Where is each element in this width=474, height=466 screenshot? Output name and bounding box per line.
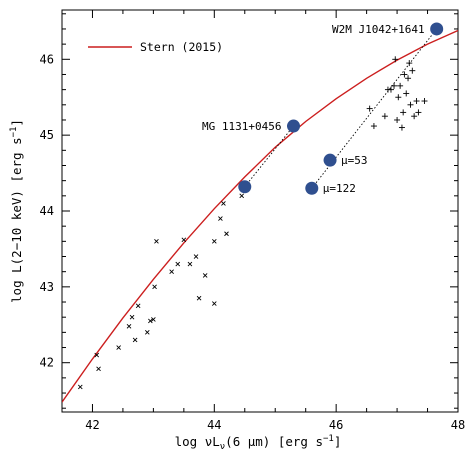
x-marker [116,345,121,350]
x-marker [144,330,150,335]
plus-marker [397,82,404,89]
y-tick-label: 44 [40,204,54,218]
label-mg-1131: MG 1131+0456 [202,120,281,133]
x-marker [187,261,193,267]
x-marker [154,239,159,244]
x-marker [129,314,135,320]
x-marker [77,384,83,390]
y-tick-label: 42 [40,356,54,370]
point-annotations: MG 1131+0456 W2M J1042+1641 μ=53 μ=122 [202,23,425,195]
y-tick-label: 43 [40,280,54,294]
x-marker [193,254,199,259]
x-marker [151,317,156,322]
connector-line [311,28,438,189]
plus-marker [381,113,388,120]
x-tick-label: 46 [329,418,343,432]
lensed-quasar-point [323,153,337,167]
plus-marker [406,60,413,67]
y-axis-title: log L(2−10 keV) [erg s−1] [9,119,24,303]
x-marker [96,366,101,372]
plus-marker [409,67,416,74]
y-tick-label: 45 [40,128,54,142]
x-marker [196,295,202,301]
plus-marker [398,124,405,131]
plus-marker [387,86,394,93]
plus-marker [403,90,410,97]
plot-frame [61,9,459,413]
x-marker [224,231,229,237]
x-marker [211,301,217,306]
plus-marker [395,94,402,101]
plus-marker [415,109,422,116]
y-tick-label: 46 [40,52,54,66]
plus-marker [421,98,428,105]
x-marker [181,237,187,243]
plus-marker [401,71,408,78]
plus-marker [366,105,373,112]
plus-marker [392,56,399,63]
legend-label: Stern (2015) [140,40,223,54]
legend: Stern (2015) [88,40,223,54]
x-marker-points [77,193,245,390]
x-marker [175,261,181,267]
plus-marker [407,101,414,108]
lensed-quasar-point [287,119,301,133]
lensed-quasar-point [430,22,444,36]
lensed-quasar-point [238,180,252,194]
connector-line [244,125,294,188]
plus-marker [370,123,377,130]
x-tick-label: 42 [85,418,99,432]
x-axis-title: log νLν(6 μm) [erg s−1] [175,434,342,452]
plus-marker [400,109,407,116]
x-marker [221,201,226,206]
x-marker [94,352,100,358]
x-marker [148,318,153,324]
label-w2m-j1042: W2M J1042+1641 [332,23,425,36]
x-marker [132,337,138,343]
lensed-quasar-points [238,22,444,195]
x-marker [211,239,217,244]
plus-marker [394,116,401,123]
lensed-quasar-point [305,181,319,195]
lensing-connector-lines [244,28,438,189]
axis-ticks [61,10,459,412]
x-marker [218,216,223,221]
x-tick-label: 44 [207,418,221,432]
tick-labels: 42 44 46 48 42 43 44 45 46 [40,52,466,432]
plus-marker-points [366,56,428,131]
x-tick-label: 48 [451,418,465,432]
x-marker [239,193,245,199]
label-mu-53: μ=53 [341,154,368,167]
plus-marker [411,113,418,120]
x-marker [202,273,208,278]
stern-2015-relation-curve [62,29,458,403]
plus-marker [405,75,412,82]
plus-marker [413,98,420,105]
plus-marker [391,82,398,89]
x-marker [152,284,157,290]
x-marker [169,269,174,274]
label-mu-122: μ=122 [323,182,356,195]
x-marker [135,303,141,309]
x-marker [126,323,132,329]
